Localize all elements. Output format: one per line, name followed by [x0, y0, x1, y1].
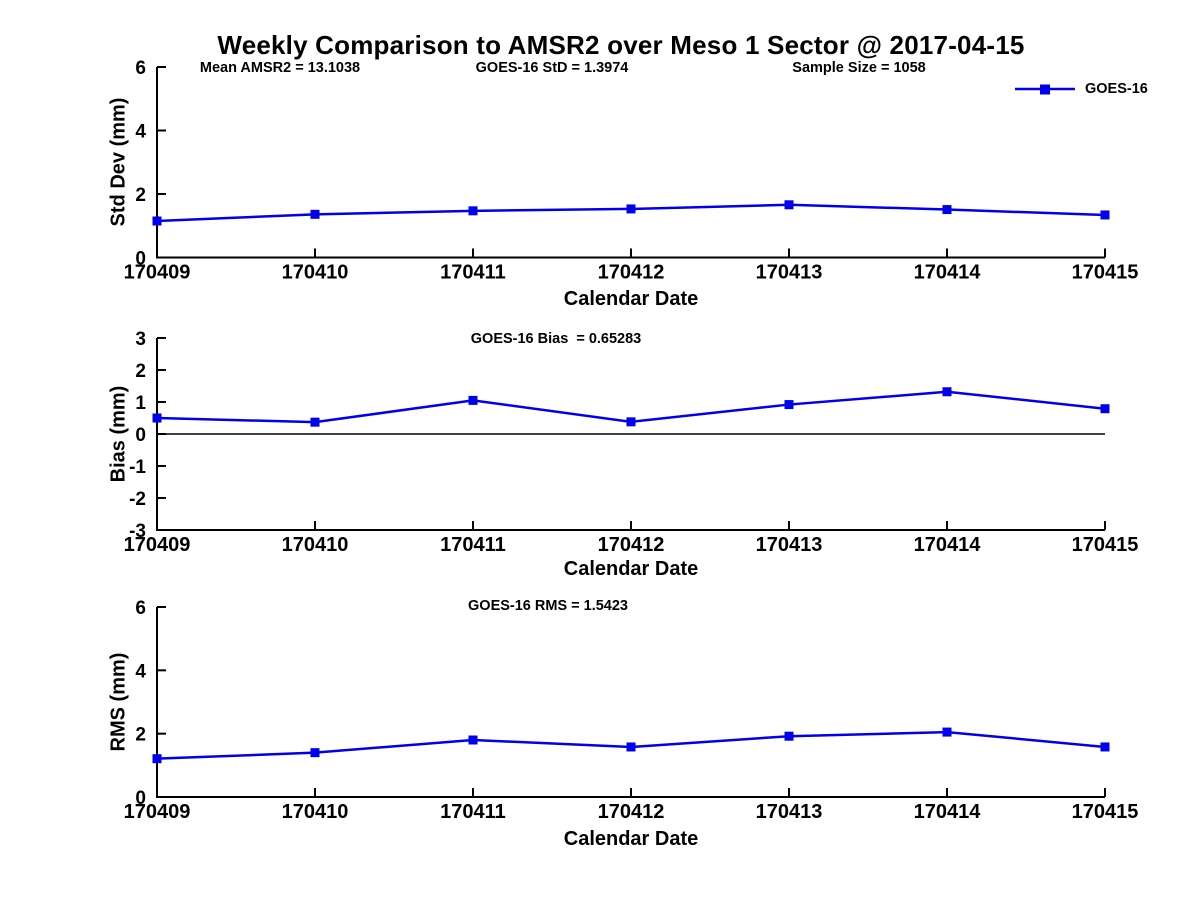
data-point-marker: [626, 742, 636, 752]
ytick-label: 2: [135, 725, 146, 746]
xtick-label: 170413: [756, 534, 823, 556]
data-point-marker: [942, 387, 952, 397]
xlabel-calendar-date-3: Calendar Date: [563, 828, 699, 850]
data-point-marker: [152, 754, 162, 764]
xtick-label: 170415: [1072, 801, 1139, 823]
data-point-marker: [1100, 210, 1110, 220]
xtick-label: 170413: [756, 262, 823, 284]
xtick-label: 170410: [282, 801, 349, 823]
data-point-marker: [942, 205, 952, 215]
xtick-label: 170411: [440, 534, 506, 556]
xtick-label: 170409: [124, 262, 191, 284]
xtick-label: 170409: [124, 801, 191, 823]
xtick-label: 170414: [914, 262, 982, 284]
legend-marker-icon: [1015, 84, 1075, 95]
xlabel-calendar-date-1: Calendar Date: [563, 288, 699, 310]
ytick-label: 4: [135, 122, 146, 143]
annotation-goes16-bias: GOES-16 Bias = 0.65283: [470, 331, 642, 347]
xtick-label: 170409: [124, 534, 191, 556]
data-point-marker: [784, 200, 794, 210]
data-point-marker: [784, 400, 794, 410]
data-point-marker: [942, 727, 952, 737]
xtick-label: 170414: [914, 534, 982, 556]
ytick-label: 0: [135, 788, 146, 809]
legend-label: GOES-16: [1085, 81, 1148, 97]
xtick-label: 170410: [282, 534, 349, 556]
data-point-marker: [626, 204, 636, 214]
ytick-label: -1: [129, 457, 146, 478]
xtick-label: 170412: [598, 534, 665, 556]
data-point-marker: [468, 735, 478, 745]
data-point-marker: [468, 206, 478, 216]
annotation-mean-amsr2: Mean AMSR2 = 13.1038: [199, 60, 361, 76]
ytick-label: -2: [129, 489, 146, 510]
xtick-label: 170412: [598, 262, 665, 284]
data-point-marker: [310, 748, 320, 758]
annotation-goes16-std: GOES-16 StD = 1.3974: [475, 60, 629, 76]
subplot-bias: -3 -2 -1 0 1 2 3 170409 170410 170411 170412 170413…: [124, 329, 1139, 556]
data-point-marker: [152, 216, 162, 226]
data-point-marker: [310, 209, 320, 219]
data-point-marker: [310, 417, 320, 427]
xtick-label: 170411: [440, 801, 506, 823]
xtick-label: 170412: [598, 801, 665, 823]
data-point-marker: [1100, 742, 1110, 752]
data-point-marker: [626, 417, 636, 427]
annotation-goes16-rms: GOES-16 RMS = 1.5423: [468, 598, 628, 614]
data-point-marker: [152, 413, 162, 423]
ytick-label: 6: [135, 58, 146, 79]
xtick-label: 170415: [1072, 262, 1139, 284]
ytick-label: -3: [129, 521, 146, 542]
xtick-label: 170411: [440, 262, 506, 284]
data-point-marker: [1100, 404, 1110, 414]
ytick-label: 2: [135, 361, 146, 382]
ytick-label: 1: [135, 393, 146, 414]
annotation-sample-size: Sample Size = 1058: [792, 60, 926, 76]
data-point-marker: [468, 395, 478, 405]
ytick-label: 0: [135, 425, 146, 446]
ytick-label: 4: [135, 661, 146, 682]
ytick-label: 3: [135, 329, 146, 350]
xlabel-calendar-date-2: Calendar Date: [563, 558, 699, 580]
legend: GOES-16: [1014, 81, 1148, 97]
data-point-marker: [784, 731, 794, 741]
subplot-rms: 0 2 4 6 170409 170410 170411 170412 170413 170414…: [124, 598, 1139, 823]
subplot-stddev: 0 2 4 6 170409 170410 170411 170412 170413 170414…: [124, 58, 1139, 284]
ytick-label: 6: [135, 598, 146, 619]
ytick-label: 0: [135, 249, 146, 270]
figure-title: Weekly Comparison to AMSR2 over Meso 1 S…: [217, 30, 1025, 60]
xtick-label: 170414: [914, 801, 982, 823]
xtick-label: 170410: [282, 262, 349, 284]
ytick-label: 2: [135, 185, 146, 206]
xtick-label: 170415: [1072, 534, 1139, 556]
xtick-label: 170413: [756, 801, 823, 823]
